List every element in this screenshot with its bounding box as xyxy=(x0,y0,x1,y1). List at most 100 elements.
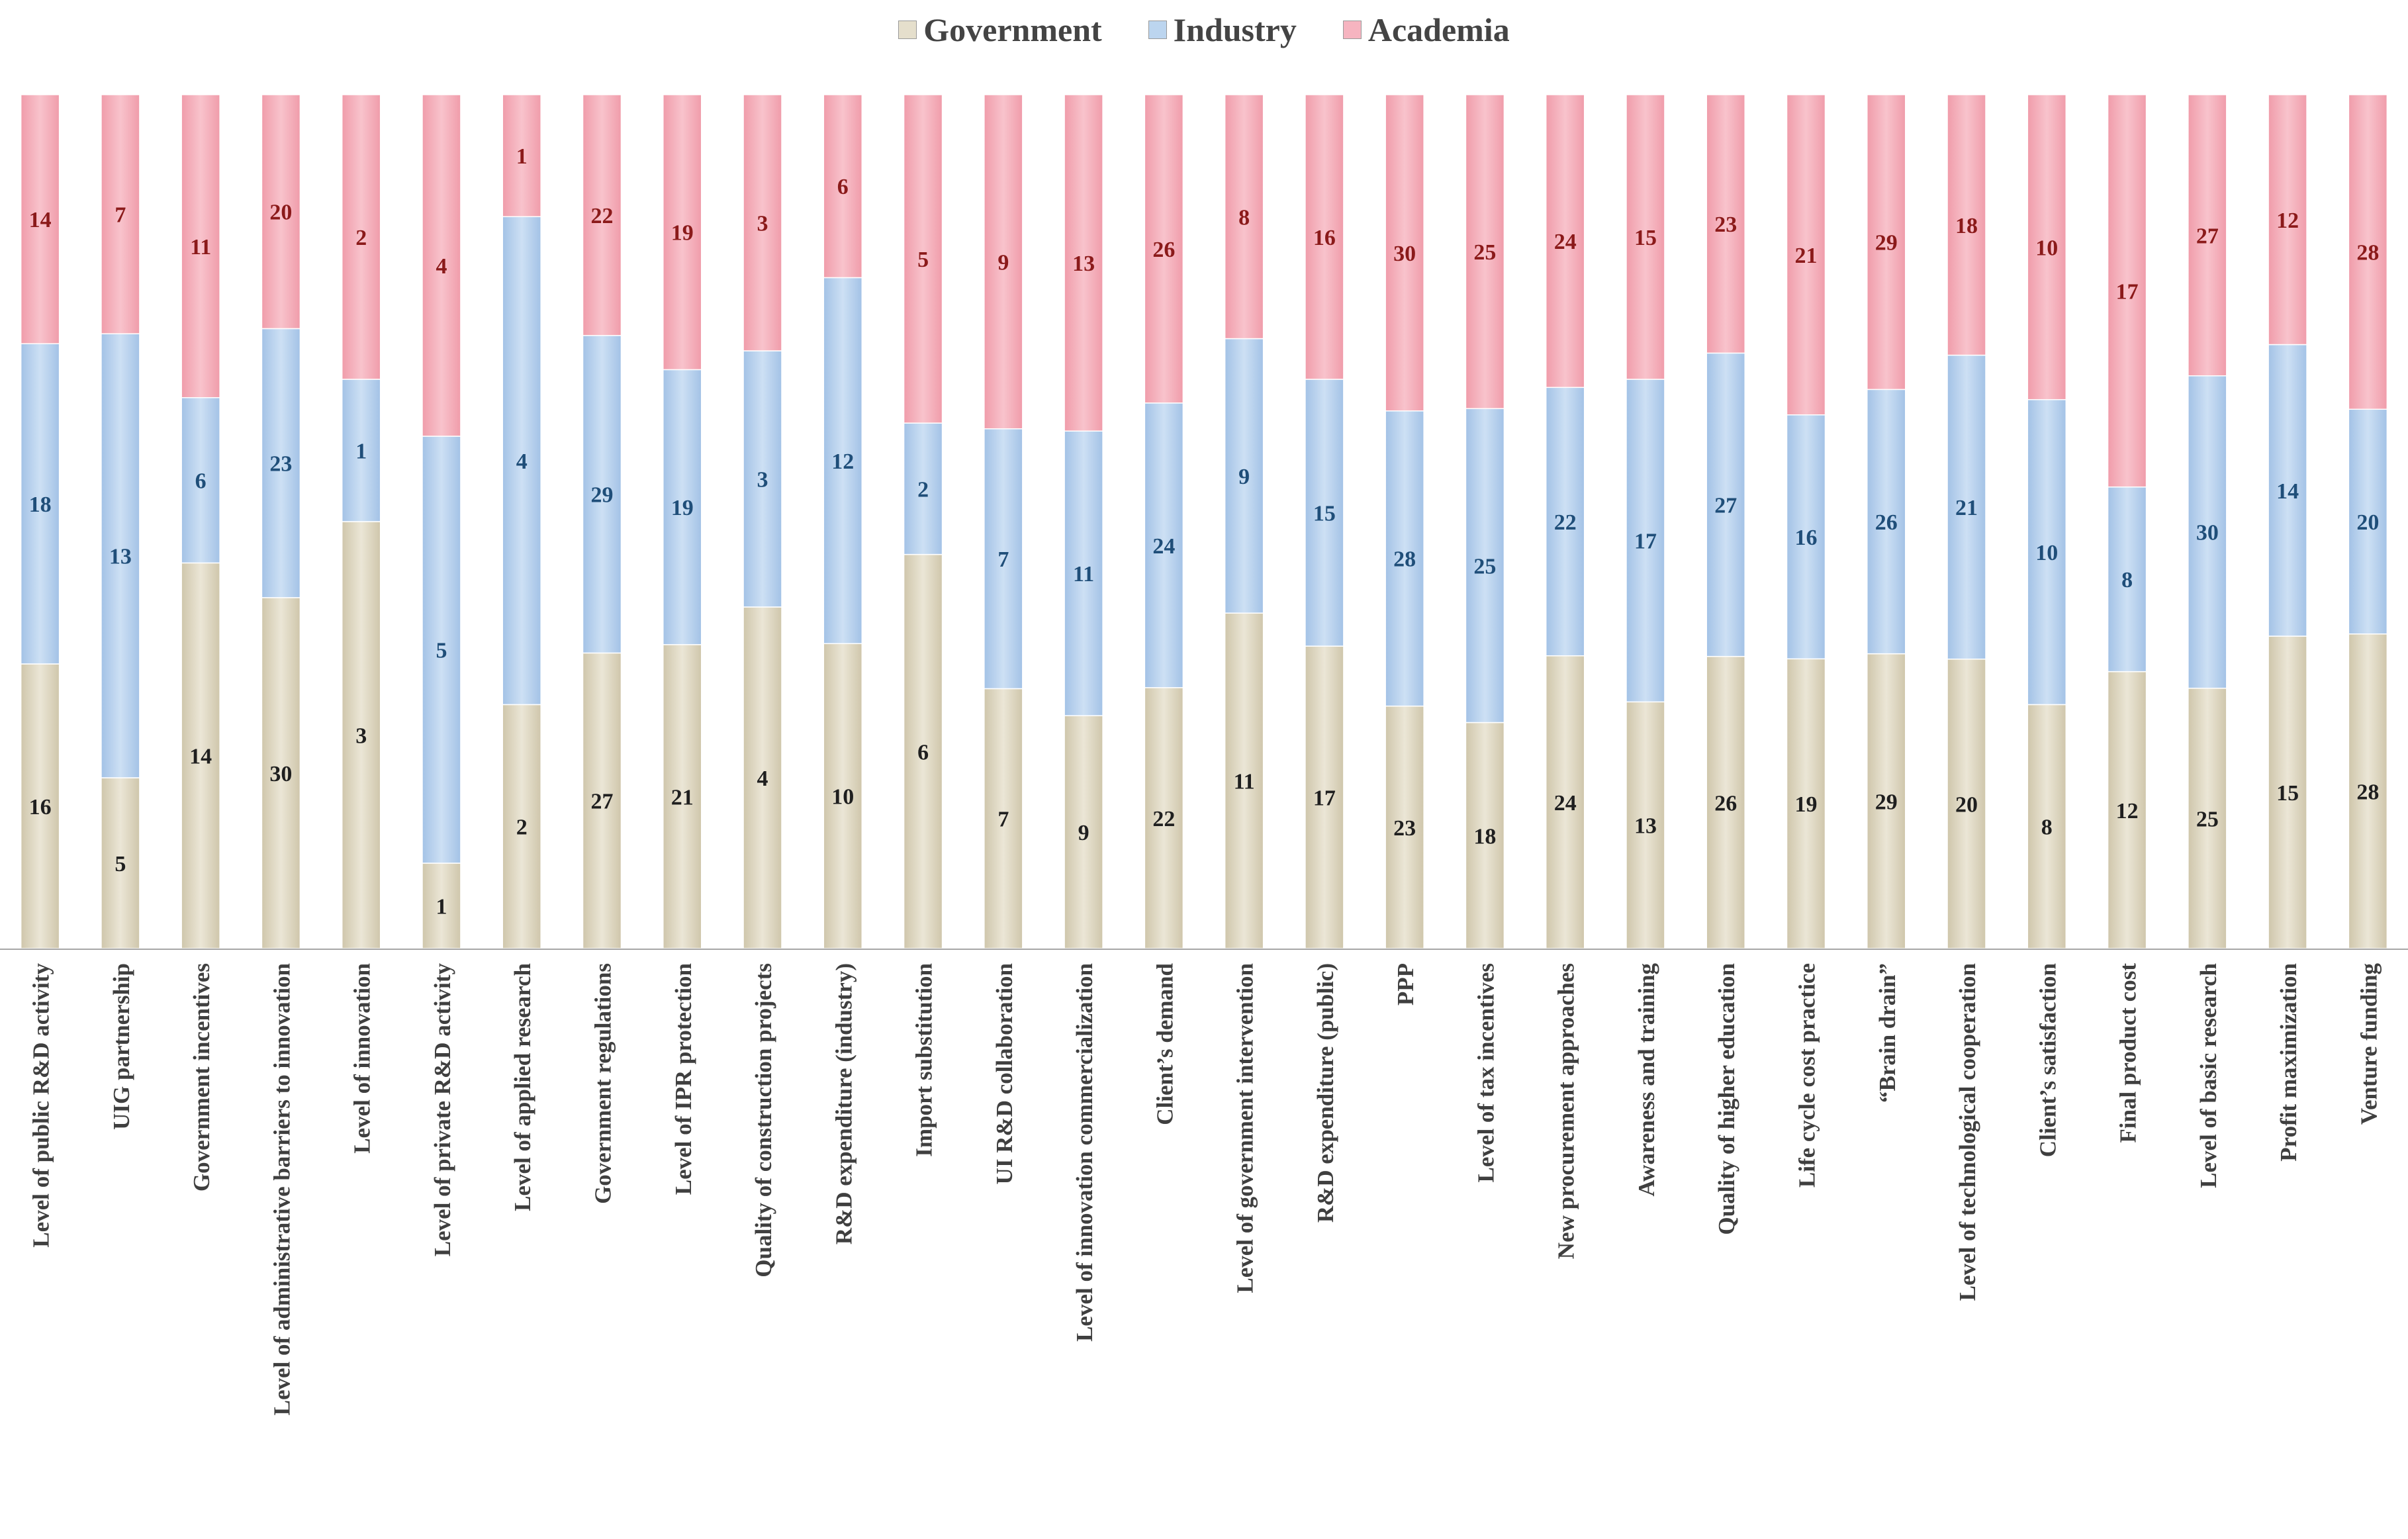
bar-stack-level-of-tax-incentives: 18 25 25 xyxy=(1465,94,1505,949)
bar-segment-academia xyxy=(1947,94,1986,356)
data-label-industry: 25 xyxy=(1473,554,1496,579)
bar-segment-government xyxy=(1626,701,1665,949)
bar-segment-academia xyxy=(663,94,702,371)
legend-swatch-academia xyxy=(1342,21,1362,39)
x-tick-label: Level of tax incentives xyxy=(1473,963,1499,1182)
data-label-government: 19 xyxy=(1795,792,1818,817)
x-tick-label: Level of private R&D activity xyxy=(430,963,455,1257)
data-label-government: 16 xyxy=(29,795,52,819)
bar-segment-academia xyxy=(261,94,301,330)
data-label-academia: 1 xyxy=(516,144,528,169)
bar-segment-government xyxy=(422,863,461,949)
data-label-government: 11 xyxy=(1234,770,1255,794)
bar-stack-final-product-cost: 12 8 17 xyxy=(2107,94,2147,949)
data-label-academia: 17 xyxy=(2116,279,2139,304)
bar-segment-academia xyxy=(2268,94,2307,346)
x-tick-label: PPP xyxy=(1393,963,1418,1005)
bar-stack-import-substitution: 6 2 5 xyxy=(903,94,943,949)
data-label-industry: 21 xyxy=(1955,496,1978,520)
bar-segment-industry xyxy=(1144,402,1184,688)
bar-segment-industry xyxy=(663,369,702,645)
x-tick-label: Client’s satisfaction xyxy=(2035,963,2061,1157)
data-label-government: 4 xyxy=(757,767,768,791)
data-label-academia: 3 xyxy=(757,212,768,236)
data-label-industry: 13 xyxy=(109,545,132,569)
data-label-industry: 29 xyxy=(591,483,614,508)
legend-item-academia: Academia xyxy=(1342,11,1510,49)
bar-segment-academia xyxy=(502,94,541,218)
bar-segment-industry xyxy=(582,335,622,654)
bar-stack-level-of-private-r-d-activity: 1 5 4 xyxy=(422,94,461,949)
bar-segment-industry xyxy=(1305,379,1344,647)
bar-segment-academia xyxy=(743,94,782,351)
data-label-government: 3 xyxy=(355,724,367,749)
bar-segment-government xyxy=(341,521,381,949)
data-label-government: 13 xyxy=(1634,814,1657,839)
bar-segment-industry xyxy=(2188,375,2227,689)
bar-segment-government xyxy=(663,644,702,949)
x-tick-label: Final product cost xyxy=(2115,963,2141,1143)
data-label-academia: 6 xyxy=(837,175,849,199)
x-tick-label: Quality of construction projects xyxy=(751,963,776,1278)
bar-stack-client-s-satisfaction: 8 10 10 xyxy=(2027,94,2067,949)
x-tick-label: Quality of higher education xyxy=(1714,963,1739,1235)
data-label-industry: 22 xyxy=(1554,510,1577,535)
bar-stack-new-procurement-approaches: 24 22 24 xyxy=(1545,94,1585,949)
data-label-industry: 6 xyxy=(195,469,207,494)
data-label-academia: 15 xyxy=(1634,226,1657,250)
x-tick-label: Level of government intervention xyxy=(1232,963,1258,1293)
bar-stack-level-of-innovation-commercialization: 9 11 13 xyxy=(1064,94,1103,949)
bar-segment-industry xyxy=(1867,389,1906,655)
bar-segment-industry xyxy=(101,333,140,778)
bar-segment-government xyxy=(2027,704,2067,949)
data-label-industry: 9 xyxy=(1238,465,1250,489)
data-label-academia: 9 xyxy=(997,250,1009,275)
data-label-government: 7 xyxy=(997,808,1009,832)
data-label-industry: 2 xyxy=(917,477,929,502)
bar-segment-academia xyxy=(1064,94,1103,432)
data-label-academia: 24 xyxy=(1554,230,1577,254)
data-label-government: 25 xyxy=(2196,807,2219,831)
data-label-government: 9 xyxy=(1078,821,1089,845)
data-label-academia: 23 xyxy=(1714,212,1737,237)
data-label-government: 5 xyxy=(115,852,126,876)
bar-segment-industry xyxy=(261,328,301,598)
bar-segment-academia xyxy=(903,94,943,424)
legend-swatch-industry xyxy=(1148,21,1167,39)
bar-segment-academia xyxy=(422,94,461,437)
bar-segment-government xyxy=(2188,687,2227,949)
data-label-government: 26 xyxy=(1714,791,1737,816)
bar-stack-level-of-public-r-d-activity: 16 18 14 xyxy=(20,94,60,949)
x-tick-label: Import substitution xyxy=(911,963,937,1157)
x-tick-label: R&D expenditure (public) xyxy=(1313,963,1338,1223)
x-tick-label: Level of innovation xyxy=(349,963,375,1154)
data-label-government: 24 xyxy=(1554,791,1577,816)
x-tick-label: Level of applied research xyxy=(510,963,535,1211)
bar-segment-government xyxy=(1144,687,1184,949)
data-label-government: 8 xyxy=(2041,816,2053,840)
bar-segment-industry xyxy=(2107,486,2147,673)
x-tick-label: Level of IPR protection xyxy=(671,963,696,1195)
bar-segment-industry xyxy=(823,277,863,645)
bar-segment-industry xyxy=(984,428,1023,690)
bar-stack-government-regulations: 27 29 22 xyxy=(582,94,622,949)
bar-segment-academia xyxy=(984,94,1023,430)
bar-stack-r-d-expenditure-industry: 10 12 6 xyxy=(823,94,863,949)
bar-segment-government xyxy=(1224,612,1264,949)
bar-stack-level-of-applied-research: 2 4 1 xyxy=(502,94,541,949)
bar-stack-awareness-and-training: 13 17 15 xyxy=(1626,94,1665,949)
bar-segment-government xyxy=(261,597,301,949)
data-label-academia: 25 xyxy=(1473,240,1496,265)
data-label-government: 29 xyxy=(1875,790,1898,814)
bar-stack-client-s-demand: 22 24 26 xyxy=(1144,94,1184,949)
bar-stack-ui-r-d-collaboration: 7 7 9 xyxy=(984,94,1023,949)
data-label-government: 20 xyxy=(1955,792,1978,817)
bar-stack-uig-partnership: 5 13 7 xyxy=(101,94,140,949)
data-label-industry: 20 xyxy=(2356,510,2379,535)
bar-segment-industry xyxy=(903,422,943,555)
bar-segment-industry xyxy=(1626,379,1665,703)
data-label-academia: 13 xyxy=(1072,252,1095,276)
data-label-academia: 4 xyxy=(436,254,447,279)
bar-segment-academia xyxy=(2107,94,2147,488)
bar-stack-level-of-technological-cooperation: 20 21 18 xyxy=(1947,94,1986,949)
